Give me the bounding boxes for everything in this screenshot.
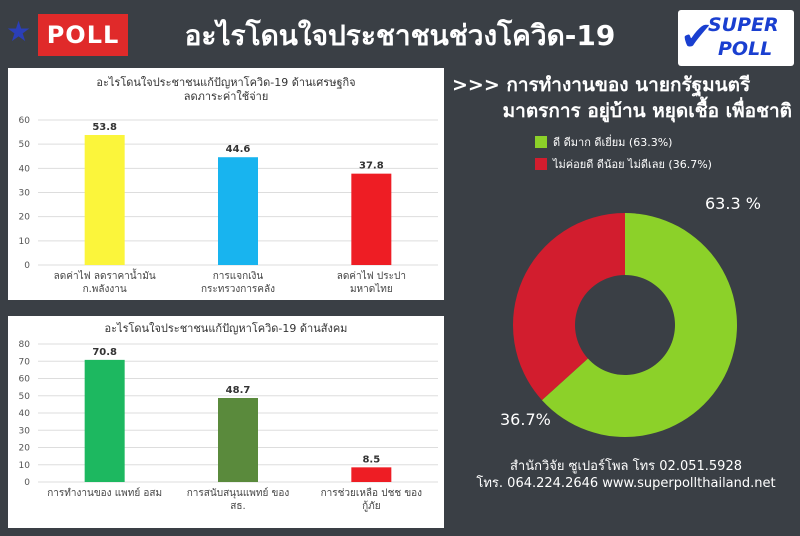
donut-slice [513,213,625,401]
star-icon: ★ [6,15,32,48]
bar-value-label: 70.8 [92,347,117,358]
y-tick-label: 30 [19,426,31,436]
social-bar-chart: 0 10 20 30 40 50 60 70 80 70.8 การทำงานของ แพทย์ อ… [19,340,438,512]
bar [351,467,392,482]
y-tick-label: 10 [19,461,31,471]
header: ★ POLL อะไรโดนใจประชาชนช่วงโควิด-19 ✔ SU… [0,0,800,70]
legend-swatch-bad [535,158,547,170]
chart-title-line2: ลดภาระค่าใช้จ่าย [183,90,269,103]
bar-value-label: 8.5 [362,454,380,465]
checkmark-icon: ✔ [680,14,714,60]
bar-value-label: 44.6 [226,144,251,155]
y-tick-label: 30 [19,189,31,199]
x-tick-label: การทำงานของ แพทย์ อสม [47,487,162,499]
x-tick-label: สธ. [230,501,245,512]
x-tick-label: ลดค่าไฟ ประปา [337,270,406,282]
x-tick-label: การสนับสนุนแพทย์ ของ [187,487,290,499]
y-tick-label: 10 [19,237,31,247]
donut-legend: ดี ดีมาก ดีเยี่ยม (63.3%) ไม่ค่อยดี ดีน้… [535,131,712,175]
x-tick-label: การแจกเงิน [213,271,264,282]
y-tick-label: 50 [19,392,31,402]
donut-title-line1: >>> การทำงานของ นายกรัฐมนตรี [452,74,751,96]
donut-title: >>> การทำงานของ นายกรัฐมนตรี มาตรการ อยู… [452,72,792,124]
legend-label-good: ดี ดีมาก ดีเยี่ยม (63.3%) [553,136,673,149]
logo-text-poll: POLL [718,38,773,60]
x-tick-label: ก.พลังงาน [83,284,127,295]
y-tick-label: 80 [19,340,31,350]
y-tick-label: 20 [19,213,31,223]
super-poll-logo: ✔ SUPER POLL [678,10,794,66]
legend-item-good: ดี ดีมาก ดีเยี่ยม (63.3%) [535,131,712,153]
social-chart-panel: อะไรโดนใจประชาชนแก้ปัญหาโควิด-19 ด้านสัง… [8,316,444,528]
bar [218,157,258,265]
y-tick-label: 70 [19,357,31,367]
y-tick-label: 40 [19,164,31,174]
donut-slice [541,213,737,437]
bar [351,173,392,265]
bar-value-label: 53.8 [92,122,117,133]
bar-value-label: 37.8 [359,161,384,172]
page-title: อะไรโดนใจประชาชนช่วงโควิด-19 [184,19,616,52]
bar [84,134,125,265]
legend-label-bad: ไม่ค่อยดี ดีน้อย ไม่ดีเลย (36.7%) [553,158,712,171]
donut-label-bad: 36.7% [500,410,551,429]
footer-line1: สำนักวิจัย ซูเปอร์โพล โทร 02.051.5928 [510,459,742,474]
bar-value-label: 48.7 [226,385,251,396]
y-tick-label: 60 [19,375,31,385]
x-tick-label: มหาดไทย [350,283,393,295]
donut-chart [513,213,737,437]
legend-item-bad: ไม่ค่อยดี ดีน้อย ไม่ดีเลย (36.7%) [535,153,712,175]
x-tick-label: การช่วยเหลือ ปชช ของ [321,487,423,499]
x-tick-label: ลดค่าไฟ ลดราคาน้ำมัน [54,268,156,282]
logo-text-super: SUPER [708,14,779,36]
poll-badge: POLL [38,14,128,56]
y-tick-label: 0 [24,478,30,488]
chart-title-line1: อะไรโดนใจประชาชนแก้ปัญหาโควิด-19 ด้านสัง… [104,322,348,335]
y-tick-label: 50 [19,140,31,150]
economy-bar-chart: 0 10 20 30 40 50 60 53.8 ลดค่าไฟ ลดราคาน้ำมันก.พ… [19,116,438,295]
bar [218,397,258,482]
legend-swatch-good [535,136,547,148]
y-tick-label: 40 [19,409,31,419]
chart-title-line1: อะไรโดนใจประชาชนแก้ปัญหาโควิด-19 ด้านเศร… [96,76,356,89]
y-tick-label: 20 [19,444,31,454]
donut-label-good: 63.3 % [705,194,761,213]
y-tick-label: 60 [19,116,31,126]
donut-title-line2: มาตรการ อยู่บ้าน หยุดเชื้อ เพื่อชาติ [502,100,792,122]
x-tick-label: กู้ภัย [362,500,381,512]
footer-contact: สำนักวิจัย ซูเปอร์โพล โทร 02.051.5928 โท… [456,458,796,492]
footer-line2: โทร. 064.224.2646 www.superpollthailand.… [476,476,776,491]
y-tick-label: 0 [24,261,30,271]
economy-chart-panel: อะไรโดนใจประชาชนแก้ปัญหาโควิด-19 ด้านเศร… [8,68,444,300]
x-tick-label: กระทรวงการคลัง [201,284,275,295]
bar [84,359,125,482]
